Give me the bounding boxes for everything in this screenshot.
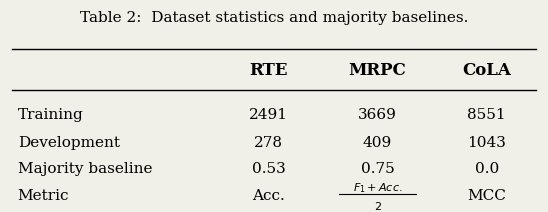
- Text: $F_1+Acc.$: $F_1+Acc.$: [353, 181, 402, 195]
- Text: Table 2:  Dataset statistics and majority baselines.: Table 2: Dataset statistics and majority…: [80, 11, 468, 25]
- Text: 409: 409: [363, 136, 392, 150]
- Text: 1043: 1043: [467, 136, 506, 150]
- Text: $2$: $2$: [374, 200, 381, 212]
- Text: Majority baseline: Majority baseline: [18, 162, 152, 176]
- Text: 0.53: 0.53: [252, 162, 286, 176]
- Text: 278: 278: [254, 136, 283, 150]
- Text: 3669: 3669: [358, 109, 397, 123]
- Text: Development: Development: [18, 136, 120, 150]
- Text: RTE: RTE: [249, 62, 288, 79]
- Text: 0.75: 0.75: [361, 162, 395, 176]
- Text: Metric: Metric: [18, 189, 69, 203]
- Text: MRPC: MRPC: [349, 62, 407, 79]
- Text: Training: Training: [18, 109, 83, 123]
- Text: Acc.: Acc.: [252, 189, 285, 203]
- Text: CoLA: CoLA: [462, 62, 511, 79]
- Text: 8551: 8551: [467, 109, 506, 123]
- Text: 0.0: 0.0: [475, 162, 499, 176]
- Text: 2491: 2491: [249, 109, 288, 123]
- Text: MCC: MCC: [467, 189, 506, 203]
